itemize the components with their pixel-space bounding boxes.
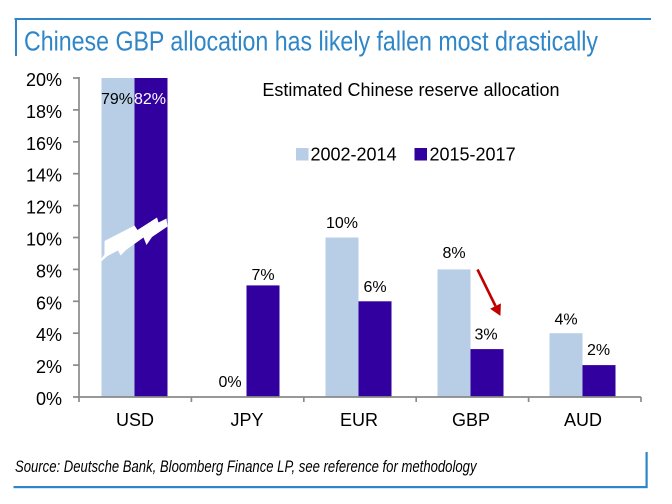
svg-text:79%: 79% (101, 91, 133, 108)
svg-text:JPY: JPY (230, 410, 263, 430)
svg-text:6%: 6% (363, 279, 386, 296)
svg-text:Chinese GBP allocation has lik: Chinese GBP allocation has likely fallen… (24, 26, 598, 57)
svg-text:USD: USD (116, 410, 154, 430)
svg-text:8%: 8% (36, 261, 62, 281)
svg-text:0%: 0% (218, 374, 241, 391)
svg-text:2015-2017: 2015-2017 (430, 145, 516, 165)
svg-text:4%: 4% (36, 325, 62, 345)
svg-text:AUD: AUD (564, 410, 602, 430)
svg-text:0%: 0% (36, 389, 62, 409)
svg-text:12%: 12% (26, 198, 62, 218)
svg-text:2%: 2% (587, 342, 610, 359)
svg-text:82%: 82% (134, 91, 166, 108)
svg-text:2002-2014: 2002-2014 (311, 145, 397, 165)
svg-text:20%: 20% (26, 70, 62, 90)
svg-text:3%: 3% (474, 327, 497, 344)
svg-text:8%: 8% (442, 245, 465, 262)
svg-text:GBP: GBP (452, 410, 490, 430)
svg-text:Estimated Chinese reserve allo: Estimated Chinese reserve allocation (262, 80, 559, 100)
svg-text:Source: Deutsche Bank, Bloombe: Source: Deutsche Bank, Bloomberg Finance… (15, 458, 478, 476)
svg-text:10%: 10% (26, 230, 62, 250)
svg-text:10%: 10% (326, 215, 358, 232)
svg-text:6%: 6% (36, 293, 62, 313)
svg-text:4%: 4% (554, 312, 577, 329)
svg-text:16%: 16% (26, 134, 62, 154)
svg-text:7%: 7% (251, 267, 274, 284)
svg-text:14%: 14% (26, 166, 62, 186)
svg-text:2%: 2% (36, 357, 62, 377)
svg-text:18%: 18% (26, 102, 62, 122)
svg-text:EUR: EUR (340, 410, 378, 430)
